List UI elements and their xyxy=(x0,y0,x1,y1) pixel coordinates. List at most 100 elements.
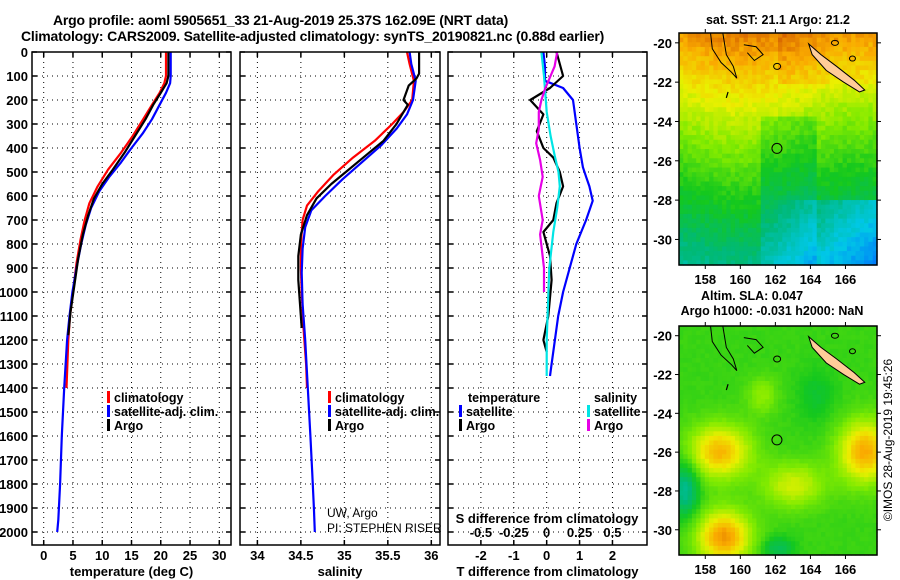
map-cell xyxy=(846,93,852,99)
map-cell xyxy=(773,218,779,224)
map-cell xyxy=(803,84,809,90)
map-cell xyxy=(842,472,848,478)
map-cell xyxy=(679,394,684,400)
map-cell xyxy=(778,376,783,382)
map-cell xyxy=(855,144,861,150)
map-cell xyxy=(816,413,822,419)
map-cell xyxy=(769,204,775,210)
map-cell xyxy=(782,403,788,410)
map-cell xyxy=(717,522,723,529)
map-cell xyxy=(799,251,805,257)
map-cell xyxy=(816,107,822,113)
map-cell xyxy=(808,394,814,400)
map-cell xyxy=(825,125,831,132)
map-cell xyxy=(717,353,723,359)
map-cell xyxy=(812,102,818,108)
map-cell xyxy=(829,130,835,136)
map-cell xyxy=(760,399,766,405)
map-cell xyxy=(747,209,753,215)
map-cell xyxy=(765,399,770,405)
map-cell xyxy=(829,51,835,57)
map-cell xyxy=(717,504,723,510)
map-cell xyxy=(709,172,715,178)
map-cell xyxy=(700,399,706,405)
map-cell xyxy=(778,167,783,173)
map-cell xyxy=(816,371,822,377)
map-cell xyxy=(747,348,753,355)
map-cell xyxy=(851,186,857,192)
map-cell xyxy=(743,130,749,136)
map-cell xyxy=(838,33,844,39)
map-cell xyxy=(773,144,779,150)
map-cell xyxy=(868,422,874,428)
map-cell xyxy=(851,385,857,391)
map-cell xyxy=(687,399,693,405)
x-tick-label: 30 xyxy=(212,548,226,563)
map-cell xyxy=(790,162,796,169)
map-cell xyxy=(821,255,826,261)
map-cell xyxy=(816,135,822,141)
map-cell xyxy=(756,536,762,542)
map-cell xyxy=(687,181,693,187)
map-cell xyxy=(842,353,848,359)
map-cell xyxy=(872,139,878,145)
map-cell xyxy=(765,518,770,524)
map-cell xyxy=(786,46,792,53)
map-cell xyxy=(739,232,745,238)
map-cell xyxy=(799,111,805,118)
map-cell xyxy=(821,186,826,192)
map-cell xyxy=(739,394,745,400)
map-cell xyxy=(717,181,723,187)
map-cell xyxy=(760,74,766,80)
map-cell xyxy=(838,186,844,192)
map-cell xyxy=(769,172,775,178)
map-cell xyxy=(717,486,723,492)
map-cell xyxy=(829,504,835,510)
map-cell xyxy=(829,56,835,62)
map-cell xyxy=(859,51,865,57)
map-cell xyxy=(747,200,753,206)
map-cell xyxy=(717,241,723,248)
map-cell xyxy=(700,93,706,99)
map-cell xyxy=(691,353,697,359)
map-cell xyxy=(696,204,702,210)
map-cell xyxy=(846,237,852,243)
map-cell xyxy=(734,330,740,336)
map-cell xyxy=(859,42,865,48)
map-cell xyxy=(704,84,710,90)
map-cell xyxy=(838,326,844,332)
map-cell xyxy=(747,522,753,529)
map-cell xyxy=(803,495,809,501)
map-cell xyxy=(760,227,766,234)
map-cell xyxy=(812,408,818,414)
map-cell xyxy=(808,527,814,533)
map-cell xyxy=(833,33,839,39)
map-cell xyxy=(700,46,706,53)
map-cell xyxy=(838,385,844,391)
map-cell xyxy=(726,232,732,238)
map-cell xyxy=(821,42,826,48)
map-cell xyxy=(704,417,710,423)
map-cell xyxy=(683,88,689,94)
map-x-tick-label: 160 xyxy=(729,272,751,287)
map-cell xyxy=(743,422,749,428)
map-cell xyxy=(790,422,796,428)
map-cell xyxy=(838,65,844,71)
map-cell xyxy=(691,158,697,164)
map-cell xyxy=(808,380,814,387)
map-cell xyxy=(717,385,723,391)
map-cell xyxy=(713,33,719,39)
map-cell xyxy=(859,33,865,39)
map-cell xyxy=(795,37,801,43)
map-cell xyxy=(717,139,723,145)
map-cell xyxy=(864,344,869,350)
map-cell xyxy=(687,84,693,90)
map-cell xyxy=(859,481,865,487)
map-cell xyxy=(786,532,792,538)
map-cell xyxy=(683,209,689,215)
map-cell xyxy=(730,70,736,76)
map-cell xyxy=(765,139,770,145)
map-cell xyxy=(795,181,801,187)
map-cell xyxy=(790,102,796,108)
map-cell xyxy=(864,162,869,169)
